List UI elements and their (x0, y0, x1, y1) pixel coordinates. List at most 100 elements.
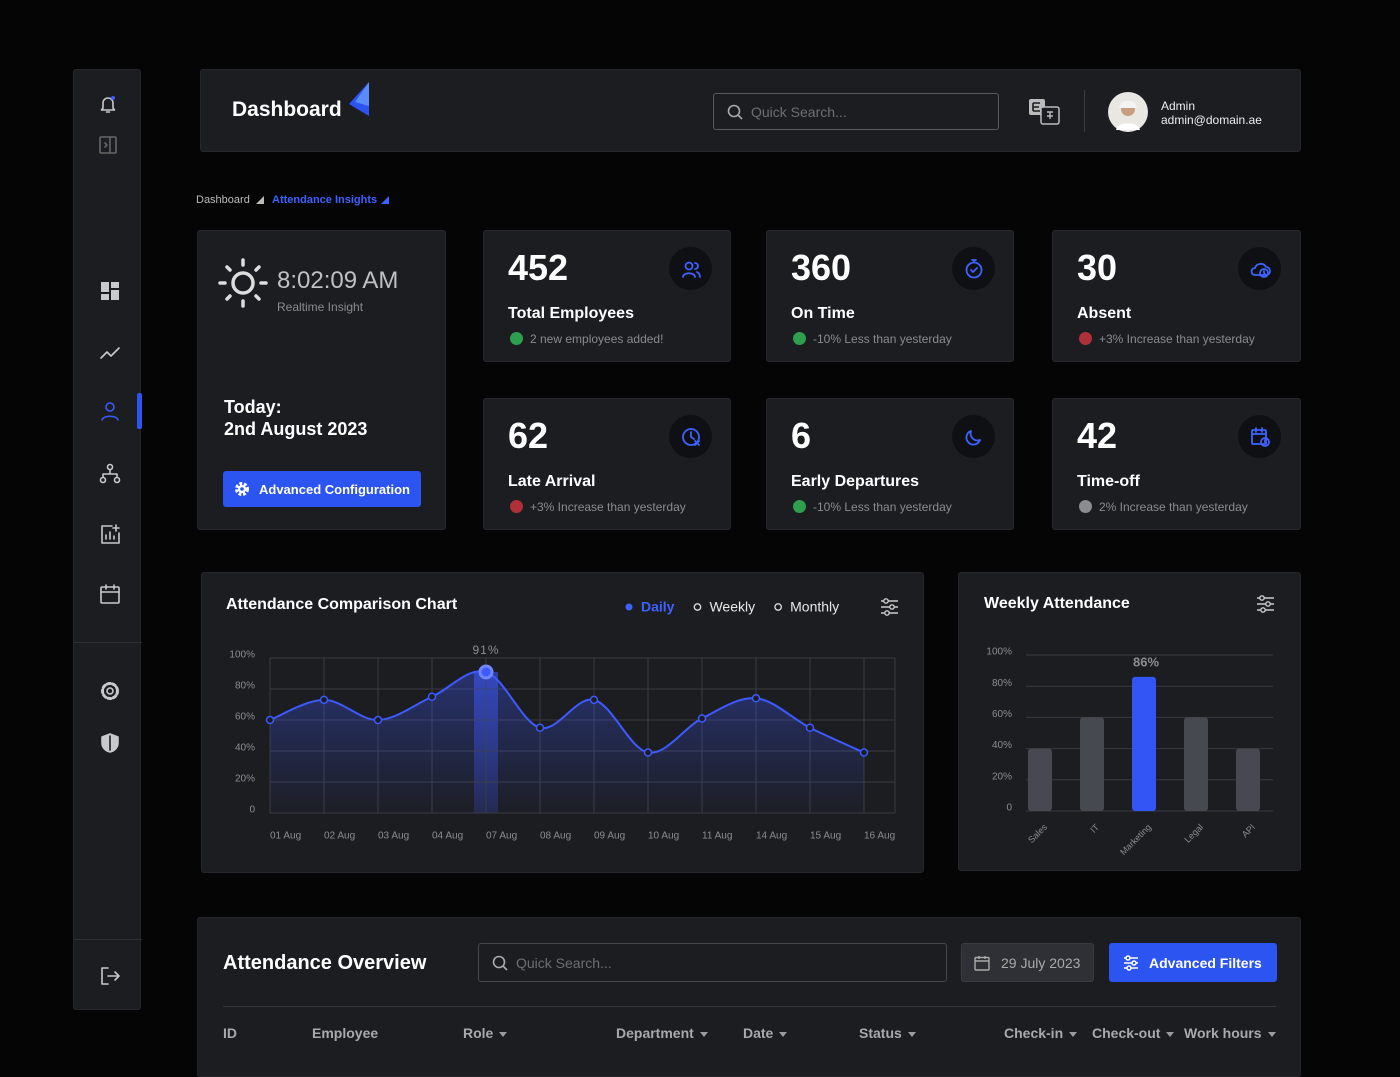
clock-subtitle: Realtime Insight (277, 300, 364, 314)
search-icon (727, 104, 743, 120)
stat-note: -10% Less than yesterday (813, 332, 952, 346)
stat-label: Late Arrival (508, 473, 596, 490)
column-header[interactable]: Work hours (1184, 1025, 1276, 1041)
data-point (478, 664, 494, 680)
breadcrumb-item[interactable]: Attendance Insights (272, 194, 378, 206)
calendar-icon[interactable] (99, 583, 121, 605)
y-tick-label: 0 (1006, 803, 1012, 814)
stat-value: 6 (791, 415, 812, 456)
column-header[interactable]: Role (463, 1025, 507, 1041)
note-indicator (1079, 332, 1092, 345)
logout-icon[interactable] (99, 965, 121, 987)
column-header[interactable]: Department (616, 1025, 708, 1041)
period-option[interactable]: Weekly (709, 599, 755, 615)
hierarchy-icon[interactable] (99, 462, 121, 484)
x-tick-label: 08 Aug (540, 831, 571, 842)
security-icon[interactable] (99, 732, 121, 754)
settings-icon[interactable] (99, 680, 121, 702)
stat-note: -10% Less than yesterday (813, 500, 952, 514)
y-tick-label: 100% (986, 647, 1012, 658)
avatar[interactable] (1108, 92, 1148, 132)
advanced-filters-button[interactable]: Advanced Filters (1109, 943, 1277, 982)
column-header[interactable]: Check-in (1004, 1025, 1077, 1041)
table-search[interactable]: Quick Search... (478, 943, 947, 982)
x-tick-label: 09 Aug (594, 831, 625, 842)
bar (1132, 676, 1156, 811)
y-tick-label: 20% (992, 771, 1012, 782)
filter-icon[interactable] (1257, 595, 1274, 613)
icon-glyph (682, 428, 700, 446)
stat-icon (952, 415, 995, 458)
x-tick-label: 16 Aug (864, 831, 895, 842)
stat-card: 62 Late Arrival +3% Increase than yesterda… (483, 398, 731, 530)
x-tick-label: 01 Aug (270, 831, 301, 842)
reports-icon[interactable] (99, 523, 121, 545)
stat-value: 42 (1077, 415, 1118, 456)
stat-note: +3% Increase than yesterday (530, 500, 686, 514)
clock-card: 8:02:09 AM Realtime Insight Today: 2nd A… (197, 230, 446, 530)
advanced-configuration-button[interactable]: Advanced Configuration (223, 471, 421, 507)
data-point (751, 694, 761, 703)
period-option[interactable]: Monthly (790, 599, 839, 615)
stat-card: 452 Total Employees 2 new employees added! (483, 230, 731, 362)
page: Attendance Insights {"header":{"title":"… (0, 0, 1400, 1050)
body: Dashboard Quick Search... Admin admin@do… (0, 0, 1400, 1050)
stat-icon (1238, 247, 1281, 290)
bar (1236, 748, 1260, 811)
note-indicator (510, 332, 523, 345)
column-header: Employee (312, 1025, 379, 1041)
sidebar (73, 69, 142, 1010)
data-label: 86% (1133, 654, 1159, 669)
stat-note: 2% Increase than yesterday (1099, 500, 1248, 514)
weekly-chart-card (958, 572, 1301, 871)
x-tick-label: 04 Aug (432, 831, 463, 842)
icon-glyph (965, 430, 981, 446)
x-tick-label: 14 Aug (756, 831, 787, 842)
data-point (805, 723, 815, 732)
divider (74, 642, 142, 643)
breadcrumb-separator (256, 196, 264, 204)
icon-glyph (1251, 427, 1270, 447)
column-header[interactable]: Status (859, 1025, 916, 1041)
table-title: Attendance Overview (223, 952, 427, 974)
sun-icon (218, 258, 268, 308)
employees-icon[interactable] (99, 400, 121, 422)
analytics-icon[interactable] (99, 342, 121, 364)
column-header[interactable]: Date (743, 1025, 787, 1041)
note-indicator (793, 332, 806, 345)
period-dot (625, 603, 633, 611)
bar (1184, 717, 1208, 811)
filter-knob (1265, 601, 1271, 607)
x-tick-label: 02 Aug (324, 831, 355, 842)
x-tick-label: Legal (1182, 822, 1205, 845)
dashboard-icon[interactable] (99, 280, 121, 302)
collapse-icon[interactable] (97, 134, 119, 156)
x-tick-label: API (1240, 822, 1257, 839)
stat-label: Absent (1077, 305, 1132, 322)
header: Dashboard Quick Search... Admin admin@do… (200, 69, 1301, 152)
search-box[interactable]: Quick Search... (713, 93, 999, 130)
breadcrumb-item[interactable]: Dashboard (196, 194, 250, 206)
filter-icon (1124, 955, 1138, 971)
today-date: 2nd August 2023 (224, 419, 368, 439)
period-radio (774, 603, 782, 611)
gear-icon (235, 482, 249, 496)
stat-card: 42 Time-off 2% Increase than yesterday (1052, 398, 1301, 530)
bar (1080, 717, 1104, 811)
period-option[interactable]: Daily (641, 599, 675, 615)
stat-label: On Time (791, 305, 855, 322)
date-value: 29 July 2023 (1001, 955, 1081, 971)
filter-knob (889, 604, 895, 610)
search-placeholder: Quick Search... (516, 955, 612, 971)
data-point (319, 695, 329, 705)
filter-icon[interactable] (881, 598, 898, 616)
stat-icon (1238, 415, 1281, 458)
y-tick-label: 0 (249, 805, 255, 816)
date-picker[interactable]: 29 July 2023 (961, 943, 1094, 982)
data-point (427, 692, 437, 701)
page-title: Dashboard (232, 98, 342, 121)
notifications-icon[interactable] (97, 93, 119, 115)
column-header[interactable]: Check-out (1092, 1025, 1174, 1041)
language-icon[interactable] (1028, 98, 1062, 128)
stat-label: Time-off (1077, 473, 1140, 490)
